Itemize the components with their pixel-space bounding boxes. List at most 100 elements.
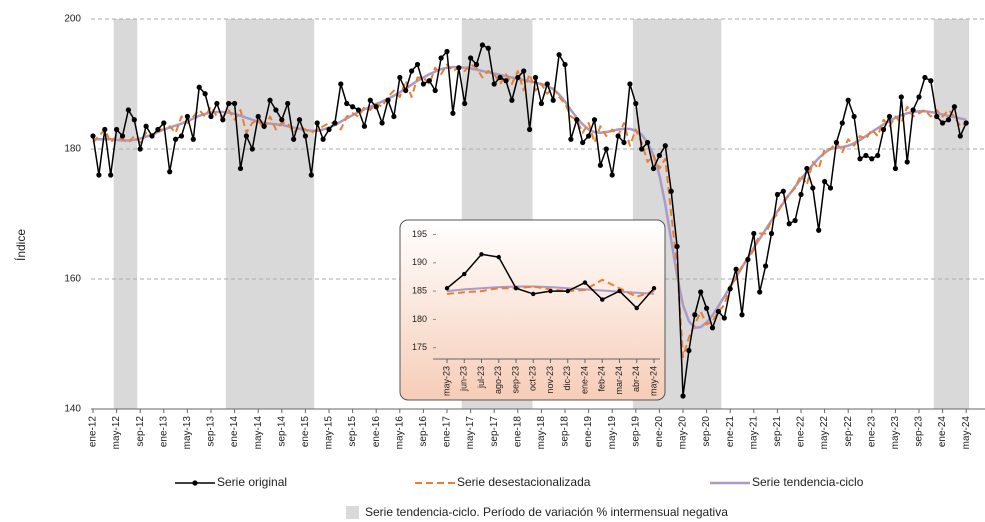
point [645, 139, 651, 146]
x-tick-label: ene-24 [937, 416, 948, 448]
shaded-period [113, 19, 138, 409]
legend-label: Serie original [217, 475, 287, 489]
point [550, 97, 556, 103]
point [715, 308, 722, 315]
y-tick-label: 200 [64, 14, 81, 25]
x-tick-label: sep-23 [510, 366, 520, 394]
point [344, 100, 350, 107]
point [444, 48, 450, 55]
x-tick-label: jun-23 [459, 366, 469, 392]
point [450, 110, 456, 116]
point [496, 254, 501, 260]
y-tick-label: 180 [64, 144, 81, 155]
point [178, 133, 185, 139]
point [114, 126, 120, 133]
point [432, 87, 438, 94]
point [863, 152, 869, 159]
point [220, 117, 226, 123]
point [945, 117, 952, 123]
x-tick-label: ene-18 [512, 416, 523, 448]
point [698, 289, 704, 295]
point [338, 81, 344, 87]
point [379, 120, 385, 126]
x-tick-label: may-21 [748, 416, 759, 450]
x-tick-label: may-24 [648, 366, 658, 396]
point [108, 172, 114, 178]
legend-label: Serie desestacionalizada [457, 475, 591, 489]
point [827, 185, 834, 191]
point [202, 91, 208, 97]
point [881, 126, 887, 133]
point [603, 146, 609, 152]
x-tick-label: sep-18 [560, 416, 571, 447]
point [651, 286, 657, 291]
point [851, 113, 857, 120]
point [910, 107, 916, 113]
point [548, 288, 553, 294]
x-tick-label: ene-15 [300, 416, 311, 448]
point [875, 152, 881, 159]
y-tick-label: 195 [412, 229, 427, 239]
point [934, 113, 940, 120]
point [739, 312, 745, 318]
x-tick-label: may-16 [394, 416, 405, 450]
point [249, 146, 255, 152]
point [562, 61, 568, 68]
point [279, 117, 285, 123]
x-tick-label: may-14 [253, 416, 264, 450]
x-tick-label: may-20 [678, 416, 689, 450]
point [479, 252, 484, 257]
x-tick-label: sep-23 [914, 416, 925, 447]
point [556, 52, 562, 58]
point [804, 165, 810, 172]
point [438, 55, 444, 61]
point [184, 113, 190, 120]
point [232, 100, 238, 107]
x-tick-label: sep-14 [276, 416, 287, 447]
point [680, 393, 686, 399]
point [668, 188, 674, 194]
point [531, 291, 536, 297]
x-tick-label: may-15 [324, 416, 335, 450]
point [532, 74, 539, 81]
point [634, 305, 639, 311]
y-tick-label: 140 [64, 404, 81, 415]
point [721, 315, 727, 321]
y-tick-label: 160 [64, 274, 81, 285]
x-tick-label: abr-24 [631, 366, 641, 392]
x-tick-label: ago-23 [493, 366, 503, 394]
point [426, 78, 432, 84]
point [627, 81, 633, 87]
point [538, 100, 545, 107]
x-tick-label: may-22 [819, 416, 830, 450]
x-tick-label: ene-12 [88, 416, 99, 448]
point [373, 104, 379, 110]
point [320, 136, 326, 142]
point [845, 97, 851, 103]
point [456, 65, 462, 71]
x-tick-label: ene-20 [654, 416, 665, 448]
x-tick-label: ene-14 [229, 416, 240, 448]
point [822, 178, 828, 185]
point [617, 288, 622, 294]
point [125, 107, 131, 113]
x-tick-label: sep-12 [135, 416, 146, 447]
point [102, 126, 108, 133]
inset-frame [399, 219, 666, 401]
point [361, 123, 367, 129]
x-tick-label: may-23 [890, 416, 901, 450]
point [96, 172, 102, 178]
point [420, 81, 426, 87]
x-tick-label: may-19 [607, 416, 618, 450]
point [857, 156, 863, 162]
point [350, 104, 356, 110]
point [255, 113, 261, 120]
point [521, 68, 527, 74]
point [267, 97, 273, 103]
point [763, 263, 769, 269]
point [196, 84, 202, 90]
point [302, 133, 308, 139]
point [580, 139, 586, 146]
point [615, 133, 621, 139]
